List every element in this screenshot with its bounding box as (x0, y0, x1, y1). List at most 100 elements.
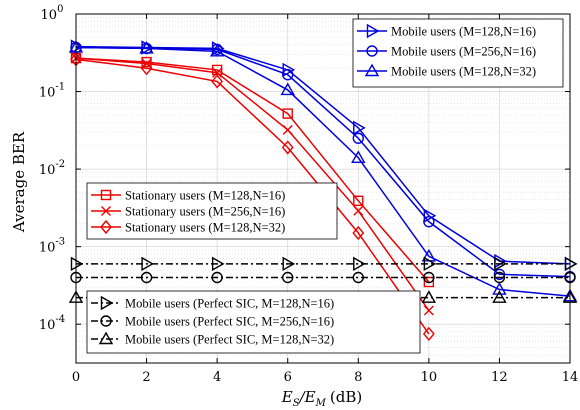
data-point (353, 120, 366, 136)
data-point (423, 271, 435, 284)
data-point (282, 271, 294, 284)
data-point (139, 40, 154, 54)
legend-entry: Stationary users (M=256,N=16) (91, 205, 285, 219)
data-point (211, 256, 225, 272)
data-point (282, 68, 294, 81)
x-tick-label: 0 (72, 370, 80, 385)
legend-marker (100, 295, 114, 311)
y-tick-label: 10-3 (39, 237, 65, 256)
series-line (75, 57, 430, 283)
legend-box (86, 182, 338, 240)
data-point (353, 205, 364, 216)
series-7 (70, 256, 578, 272)
legend-box (86, 290, 421, 354)
x-tick-label: 4 (213, 370, 221, 385)
data-point (564, 256, 578, 272)
legend-marker (100, 219, 112, 235)
data-point (423, 276, 435, 288)
y-tick-label: 10-2 (39, 159, 65, 178)
legend-label: Mobile users (Perfect SIC, M=128,N=16) (125, 297, 334, 311)
y-tick-label: 10-4 (39, 314, 65, 333)
data-point (494, 256, 507, 272)
data-point (351, 150, 366, 163)
legend-label: Stationary users (M=128,N=16) (125, 189, 285, 203)
series-line (75, 45, 571, 265)
y-axis-label: Average BER (10, 131, 28, 233)
series-8 (70, 271, 576, 284)
data-point (140, 271, 153, 284)
legend-label: Mobile users (Perfect SIC, M=128,N=32) (125, 333, 334, 347)
legend-marker (100, 315, 112, 327)
x-tick-label: 14 (562, 370, 579, 385)
data-point (421, 290, 437, 303)
data-point (492, 290, 507, 303)
data-point (492, 282, 507, 295)
x-label-unit: (dB) (330, 388, 362, 406)
data-point (423, 256, 437, 272)
series-4 (70, 52, 435, 288)
x-axis-label: ES/EM (dB) (281, 388, 362, 409)
legend-entry: Mobile users (Perfect SIC, M=256,N=16) (91, 315, 334, 329)
legend-entry: Mobile users (M=128,N=32) (357, 63, 536, 79)
legend-entry: Mobile users (M=256,N=16) (357, 45, 536, 59)
legend-label: Stationary users (M=256,N=16) (125, 205, 285, 219)
legend-entry: Mobile users (Perfect SIC, M=128,N=32) (91, 331, 334, 347)
plot-frame (75, 13, 571, 364)
legend-marker (366, 23, 380, 39)
data-point (352, 132, 364, 144)
legend-label: Mobile users (M=128,N=32) (391, 65, 536, 79)
data-point (422, 326, 435, 341)
x-tick-label: 8 (354, 370, 362, 385)
data-point (141, 56, 152, 68)
data-point (70, 256, 84, 272)
x-label-sub2: M (315, 398, 327, 409)
x-tick-label: 12 (491, 370, 508, 385)
legend-marker (100, 189, 112, 201)
legend-entry: Stationary users (M=128,N=32) (91, 219, 285, 235)
series-line (75, 58, 430, 335)
y-tick-labels: 10-4 10-3 10-2 10-1 100 (39, 4, 65, 333)
data-point (282, 256, 296, 272)
legend-marker (98, 331, 114, 345)
data-point (423, 305, 434, 316)
data-point (140, 61, 153, 76)
x-label-main: E (281, 388, 293, 406)
data-point (141, 256, 154, 272)
legend-perfect-sic: Mobile users (Perfect SIC, M=128,N=16) Mo… (86, 290, 421, 354)
legend-label: Mobile users (Perfect SIC, M=256,N=16) (125, 315, 334, 329)
data-point (282, 62, 296, 78)
data-point (211, 271, 223, 284)
legend-entry: Stationary users (M=128,N=16) (91, 189, 285, 203)
x-tick-label: 10 (421, 370, 438, 385)
series-line (75, 46, 571, 297)
data-point (353, 256, 366, 272)
legend-marker (364, 63, 380, 77)
series-5 (71, 53, 434, 316)
data-point (352, 225, 365, 241)
x-tick-label: 6 (284, 370, 292, 385)
x-tick-labels: 0 2 4 6 8 10 12 14 (72, 370, 578, 385)
legend-marker (366, 45, 378, 57)
data-point (282, 108, 293, 119)
legend-label: Stationary users (M=128,N=32) (125, 221, 285, 235)
x-label-sub1: S (293, 398, 300, 409)
legend-marker (101, 206, 111, 216)
data-point (353, 195, 364, 207)
data-point (423, 215, 435, 228)
series-6 (70, 52, 435, 341)
legend-label: Mobile users (M=256,N=16) (391, 45, 536, 59)
data-point (280, 82, 295, 96)
data-point (352, 271, 364, 284)
data-point (209, 43, 225, 57)
legend-entry: Mobile users (Perfect SIC, M=128,N=16) (91, 295, 334, 311)
data-point (282, 124, 293, 135)
legend-box (352, 18, 564, 88)
legend-stationary-users: Stationary users (M=128,N=16) Stationary … (86, 182, 338, 240)
data-point (211, 74, 224, 89)
axis-ticks (75, 13, 571, 363)
data-point (493, 268, 506, 281)
x-label-sep: /E (298, 388, 316, 406)
series-line (75, 57, 430, 311)
y-tick-label: 10-1 (39, 82, 65, 101)
